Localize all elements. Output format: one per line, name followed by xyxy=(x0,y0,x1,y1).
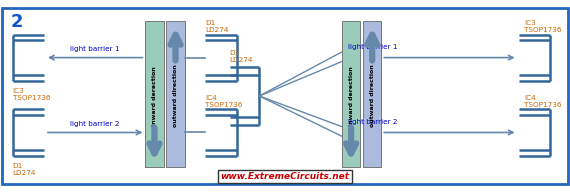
Bar xyxy=(363,21,381,167)
Text: IC3
TSOP1736: IC3 TSOP1736 xyxy=(524,20,562,33)
Text: inward derection: inward derection xyxy=(152,66,157,126)
Text: IC4
TSOP1736: IC4 TSOP1736 xyxy=(524,94,562,108)
Text: light barrier 1: light barrier 1 xyxy=(70,46,119,52)
Text: www.ExtremeCircuits.net: www.ExtremeCircuits.net xyxy=(221,172,349,181)
Bar xyxy=(166,21,185,167)
Text: D1
LD274: D1 LD274 xyxy=(13,163,36,176)
Text: light barrier 2: light barrier 2 xyxy=(348,119,397,125)
Bar xyxy=(145,21,164,167)
Text: D1
LD274: D1 LD274 xyxy=(230,50,253,63)
Text: outward direction: outward direction xyxy=(370,65,374,127)
Text: D1
LD274: D1 LD274 xyxy=(205,20,229,33)
Text: IC4
TSOP1736: IC4 TSOP1736 xyxy=(205,94,243,108)
Text: light barrier 2: light barrier 2 xyxy=(70,121,119,127)
Text: IC3
TSOP1736: IC3 TSOP1736 xyxy=(13,88,50,101)
Bar xyxy=(342,21,360,167)
Text: inward derection: inward derection xyxy=(349,66,353,126)
Text: 2: 2 xyxy=(10,13,23,31)
Text: light barrier 1: light barrier 1 xyxy=(348,44,397,50)
Text: outward direction: outward direction xyxy=(173,65,178,127)
